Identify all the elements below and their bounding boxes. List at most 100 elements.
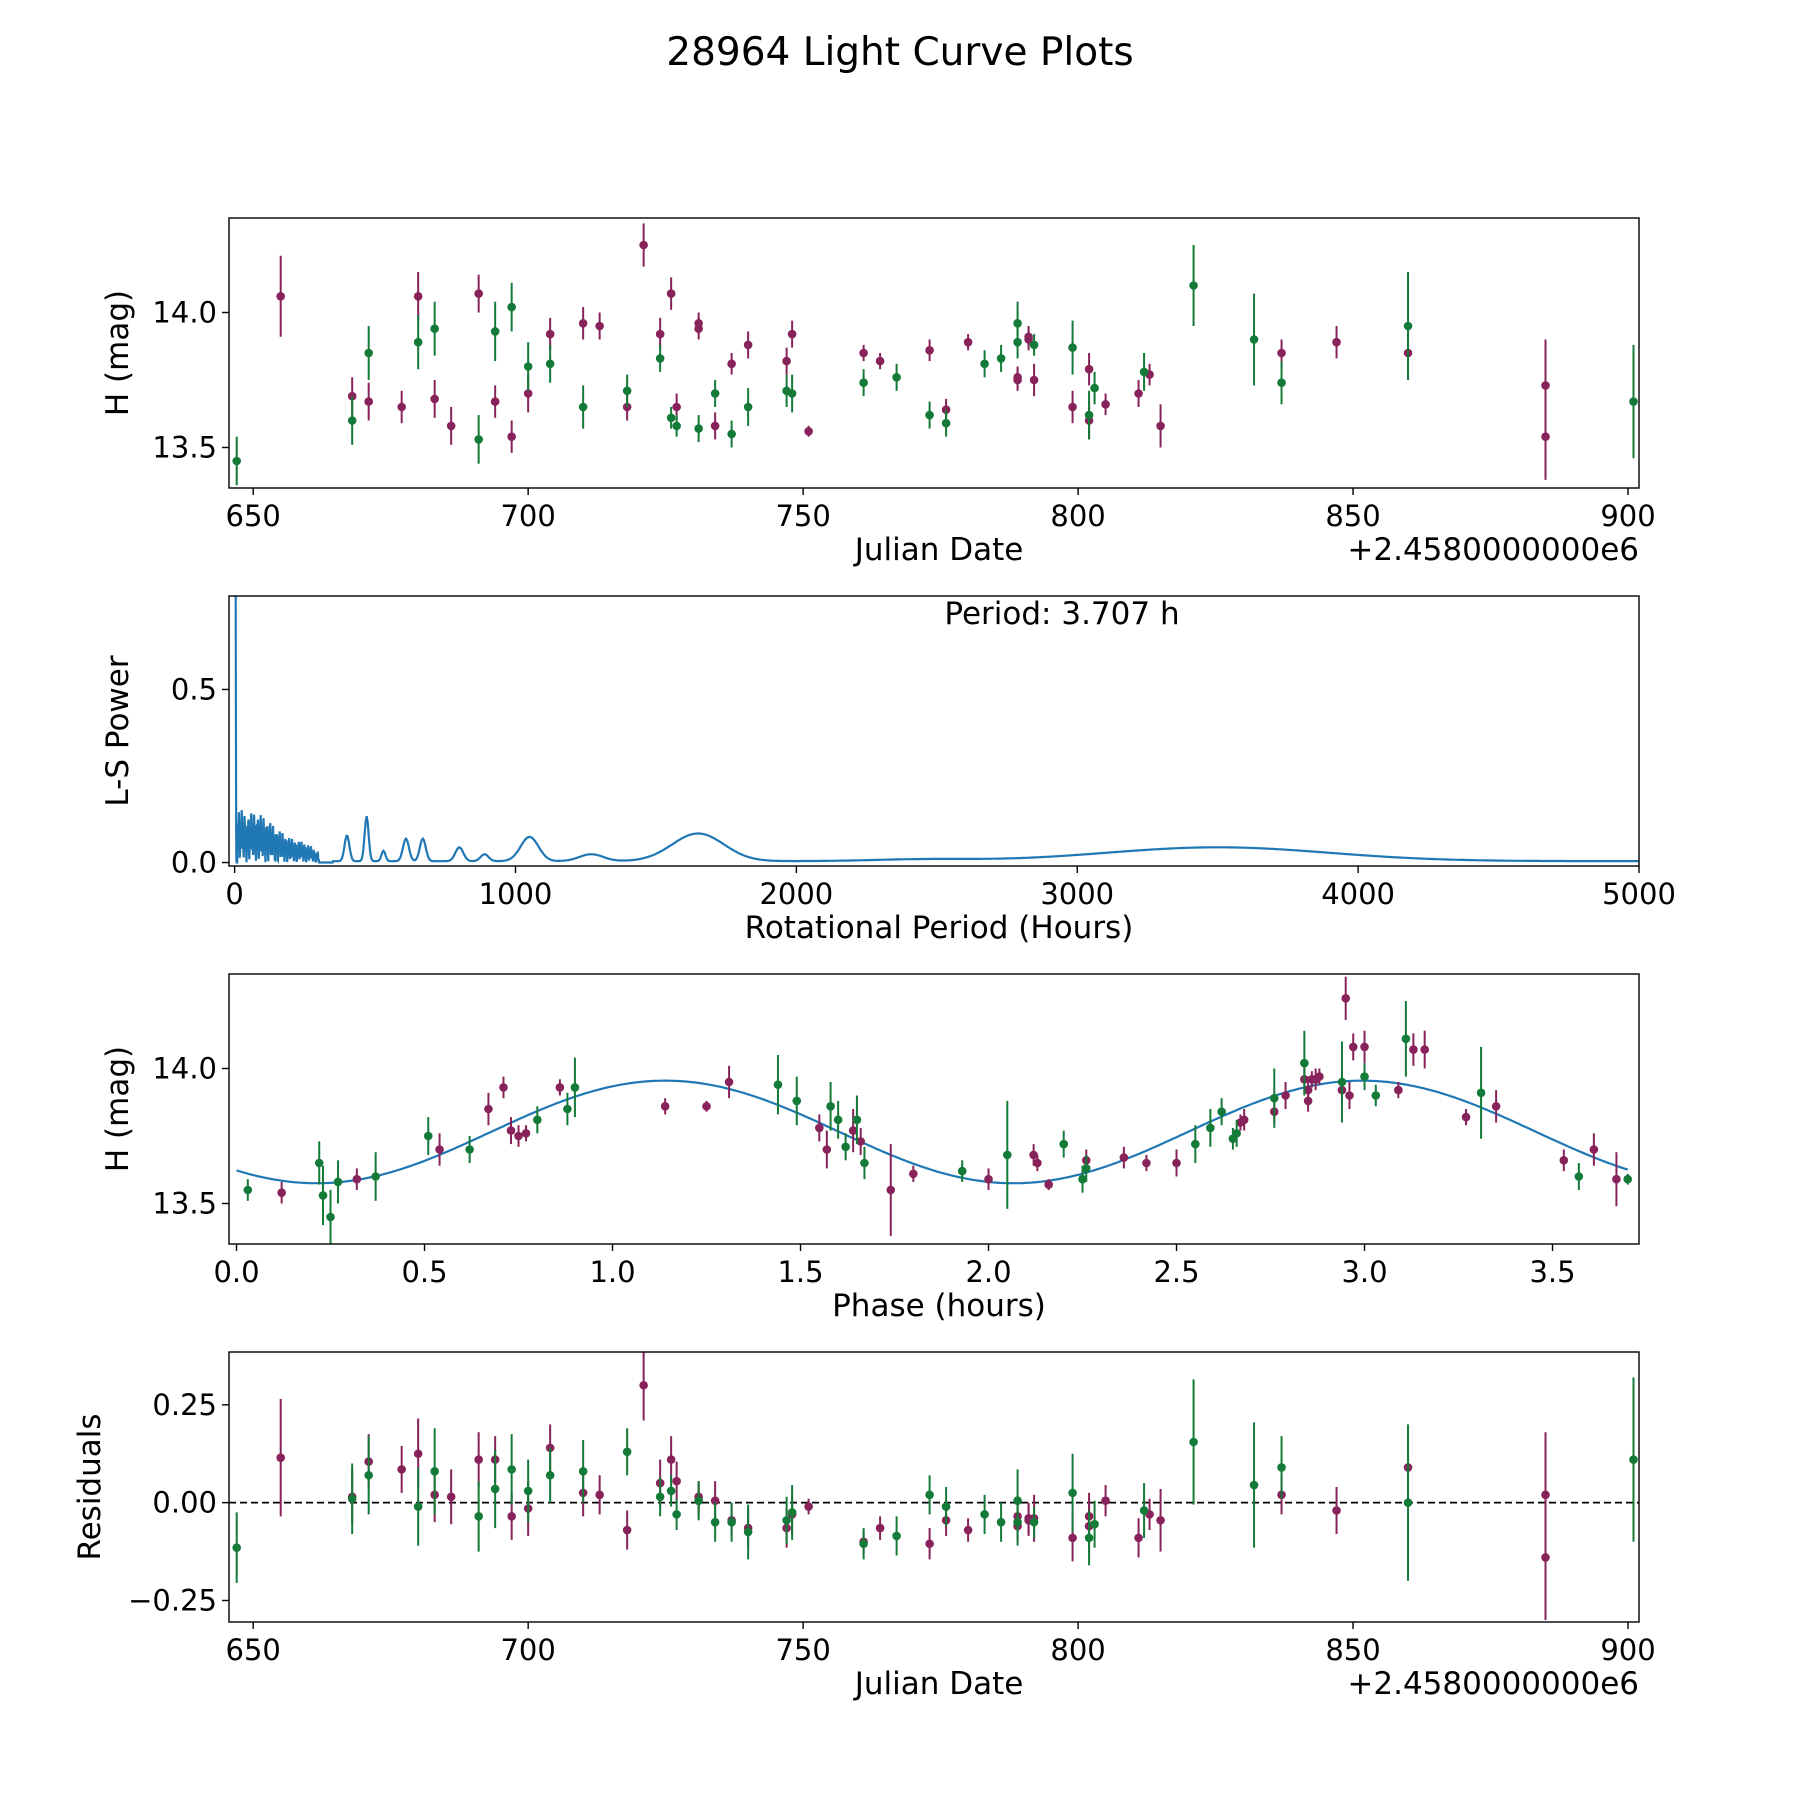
band-b-point bbox=[371, 1172, 380, 1181]
band-a-point bbox=[909, 1169, 918, 1179]
band-b-point bbox=[925, 410, 934, 420]
band-b-point bbox=[859, 378, 868, 388]
lightcurve-xtick-label: 750 bbox=[775, 499, 830, 533]
band-b-point bbox=[727, 1517, 736, 1527]
band-a-point bbox=[595, 1490, 604, 1500]
residuals-subplot: 650 700 750 800 850 900 −0.25 0.00 0.25 Julian Da… bbox=[72, 1351, 1656, 1702]
periodogram-plot-area bbox=[234, 596, 1639, 865]
band-a-point bbox=[856, 1137, 865, 1146]
lightcurve-xtick-label: 650 bbox=[226, 499, 281, 533]
band-b-point bbox=[996, 354, 1006, 363]
band-a-point bbox=[984, 1174, 993, 1184]
band-b-point bbox=[833, 1115, 843, 1125]
residuals-xtick-label: 700 bbox=[500, 1633, 555, 1667]
lightcurve-frame bbox=[228, 217, 1640, 489]
band-a-point bbox=[1541, 381, 1550, 390]
band-b-point bbox=[1084, 410, 1094, 420]
band-b-point bbox=[1090, 383, 1099, 393]
band-b-point bbox=[925, 1490, 934, 1500]
residuals-xtick-label: 900 bbox=[1600, 1633, 1655, 1667]
lightcurve-plot-area bbox=[232, 223, 1638, 486]
lightcurve-xtick-label: 850 bbox=[1325, 499, 1380, 533]
period-annotation: Period: 3.707 h bbox=[944, 596, 1179, 632]
figure-title: 28964 Light Curve Plots bbox=[666, 30, 1133, 75]
band-a-point bbox=[1172, 1158, 1181, 1168]
band-a-point bbox=[446, 1492, 456, 1502]
band-b-point bbox=[826, 1102, 835, 1111]
band-b-point bbox=[1623, 1174, 1633, 1184]
band-b-point bbox=[1249, 335, 1259, 344]
fit-curve bbox=[236, 1079, 1629, 1185]
band-a-point bbox=[1612, 1174, 1621, 1184]
band-b-point bbox=[232, 1543, 241, 1552]
band-b-point bbox=[710, 389, 720, 398]
band-b-point bbox=[1029, 1517, 1039, 1527]
band-b-point bbox=[232, 456, 241, 466]
band-a-point bbox=[435, 1145, 444, 1154]
band-b-point bbox=[1476, 1088, 1486, 1098]
band-b-point bbox=[743, 402, 753, 412]
periodogram-xtick-label: 1000 bbox=[479, 877, 553, 911]
band-a-point bbox=[1029, 1150, 1038, 1160]
band-a-point bbox=[1332, 1506, 1341, 1515]
band-a-point bbox=[815, 1123, 824, 1133]
band-a-point bbox=[276, 292, 285, 301]
band-b-point bbox=[773, 1080, 783, 1089]
band-b-point bbox=[1013, 337, 1022, 347]
band-b-point bbox=[666, 413, 676, 423]
band-b-point bbox=[655, 1492, 665, 1502]
periodogram-xlabel: Rotational Period (Hours) bbox=[745, 910, 1134, 946]
band-b-point bbox=[1574, 1172, 1584, 1181]
band-b-point bbox=[743, 1527, 753, 1537]
band-a-point bbox=[672, 402, 681, 412]
band-b-point bbox=[666, 1486, 676, 1496]
residuals-plot-area bbox=[229, 1352, 1639, 1621]
lightcurve-xlabel: Julian Date bbox=[853, 532, 1024, 568]
band-a-point bbox=[1068, 402, 1077, 412]
band-a-point bbox=[804, 1502, 813, 1511]
band-b-point bbox=[413, 337, 423, 347]
band-a-point bbox=[484, 1104, 493, 1114]
band-a-point bbox=[413, 292, 423, 301]
phased-ytick-label: 14.0 bbox=[152, 1052, 217, 1086]
band-b-point bbox=[1629, 397, 1638, 406]
band-b-point bbox=[1084, 1533, 1094, 1543]
lightcurve-xtick-label: 700 bbox=[500, 499, 555, 533]
band-a-point bbox=[545, 1443, 555, 1453]
band-b-point bbox=[1277, 1463, 1286, 1472]
periodogram-ytick-label: 0.0 bbox=[171, 846, 217, 880]
phased-xtick-label: 0.0 bbox=[213, 1255, 259, 1289]
band-b-point bbox=[430, 1467, 439, 1476]
band-b-point bbox=[326, 1212, 335, 1222]
band-a-point bbox=[925, 346, 934, 355]
band-b-point bbox=[672, 421, 681, 431]
band-a-point bbox=[545, 329, 555, 339]
band-b-point bbox=[423, 1131, 433, 1141]
band-b-point bbox=[892, 1531, 901, 1541]
band-b-point bbox=[1139, 367, 1149, 377]
band-b-point bbox=[523, 362, 533, 371]
residuals-xtick-label: 650 bbox=[226, 1633, 281, 1667]
subplots: 650 700 750 800 850 900 13.5 14.0 Julian Date H (… bbox=[72, 217, 1676, 1702]
band-b-point bbox=[1059, 1139, 1069, 1149]
band-b-point bbox=[347, 1494, 357, 1504]
band-a-point bbox=[555, 1083, 565, 1092]
phased-xtick-label: 3.0 bbox=[1341, 1255, 1387, 1289]
phased-ylabel: H (mag) bbox=[100, 1046, 136, 1172]
band-b-point bbox=[957, 1166, 967, 1176]
lightcurve-xtick-label: 800 bbox=[1050, 499, 1105, 533]
band-a-point bbox=[1303, 1096, 1313, 1106]
band-a-point bbox=[710, 421, 720, 431]
band-b-point bbox=[622, 1447, 632, 1457]
band-a-point bbox=[413, 1449, 423, 1459]
band-a-point bbox=[694, 319, 703, 328]
band-a-point bbox=[1277, 348, 1286, 358]
band-a-point bbox=[521, 1129, 531, 1138]
band-a-point bbox=[710, 1496, 720, 1505]
band-b-point bbox=[545, 359, 555, 369]
band-a-point bbox=[506, 1126, 516, 1135]
band-a-point bbox=[595, 321, 604, 331]
band-b-point bbox=[860, 1158, 869, 1168]
band-b-point bbox=[465, 1145, 474, 1154]
